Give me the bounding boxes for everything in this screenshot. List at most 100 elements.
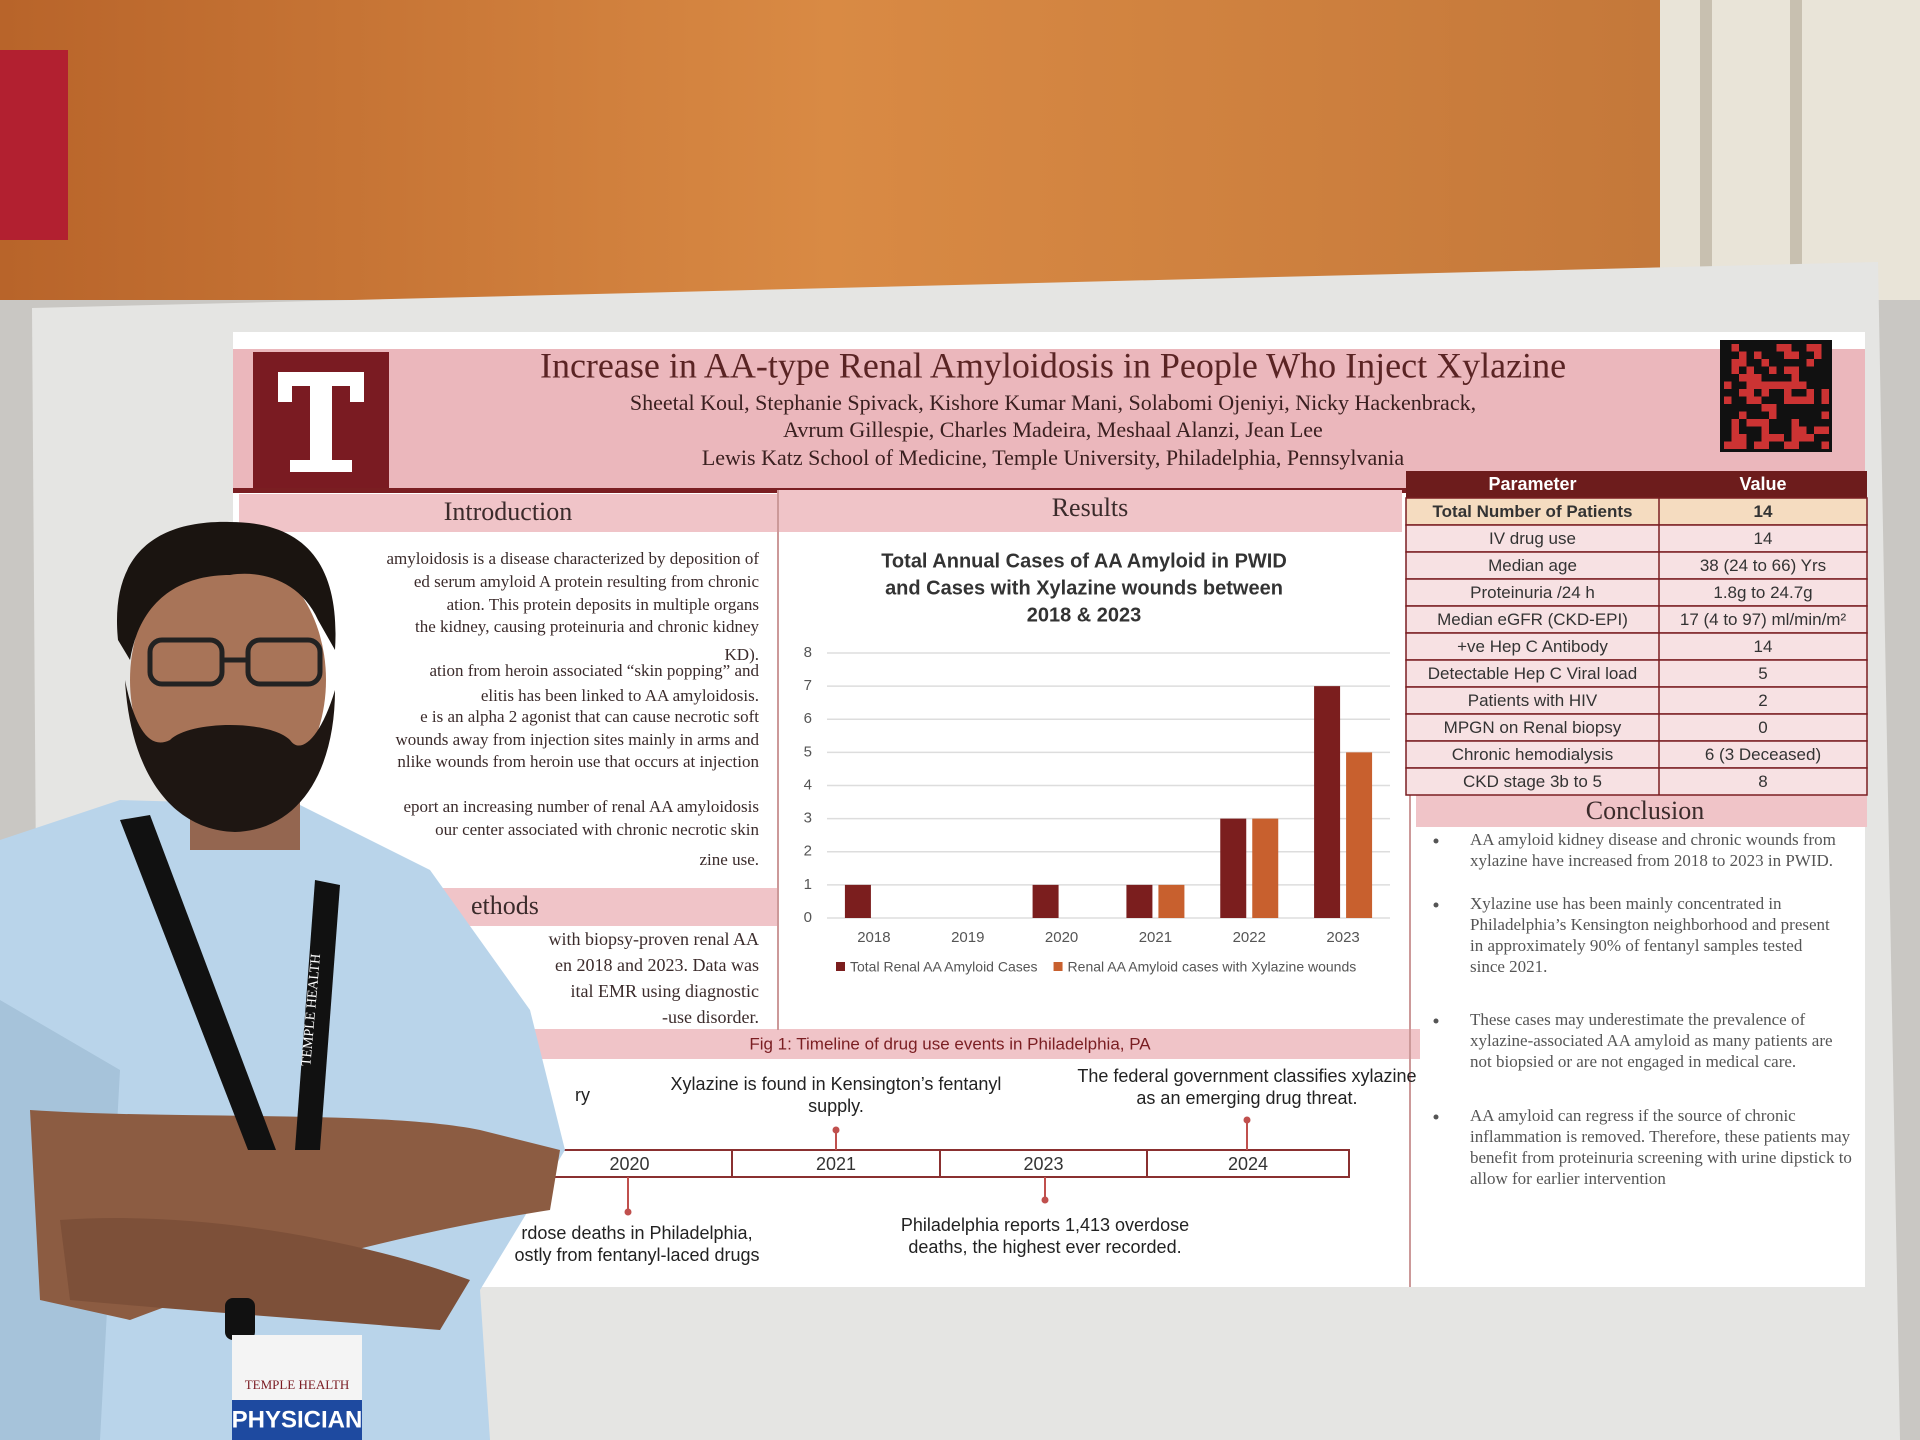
table-row-bg xyxy=(1405,578,1868,607)
timeline-text: The federal government classifies xylazi… xyxy=(1077,1066,1416,1086)
table-row-bg xyxy=(1405,497,1868,526)
qr-cell xyxy=(1731,359,1739,367)
qr-cell xyxy=(1776,381,1784,389)
qr-cell xyxy=(1761,441,1769,449)
window-frame xyxy=(1790,0,1802,280)
qr-cell xyxy=(1754,441,1762,449)
table-cell: 5 xyxy=(1758,664,1767,683)
table-cell: 38 (24 to 66) Yrs xyxy=(1700,556,1826,575)
body-text: ation. This protein deposits in multiple… xyxy=(447,595,759,614)
body-text: ation from heroin associated “skin poppi… xyxy=(429,661,759,680)
timeline-text: as an emerging drug threat. xyxy=(1136,1088,1357,1108)
table-cell: 6 (3 Deceased) xyxy=(1705,745,1821,764)
body-text: amyloidosis is a disease characterized b… xyxy=(387,549,760,568)
body-text: ed serum amyloid A protein resulting fro… xyxy=(414,572,760,591)
qr-cell xyxy=(1739,411,1747,419)
poster-content: Increase in AA-type Renal Amyloidosis in… xyxy=(387,345,1868,1265)
qr-cell xyxy=(1761,359,1769,367)
timeline-pin-head xyxy=(1041,1196,1049,1204)
qr-cell xyxy=(1784,381,1792,389)
bullet xyxy=(1433,1114,1439,1120)
section-heading: Introduction xyxy=(444,497,573,526)
legend-swatch xyxy=(1053,962,1063,971)
qr-cell xyxy=(1739,434,1747,442)
sign xyxy=(0,50,68,240)
x-tick-label: 2023 xyxy=(1326,929,1359,946)
table-row-bg xyxy=(1405,740,1868,769)
table-cell: 14 xyxy=(1754,529,1773,548)
qr-cell xyxy=(1761,404,1769,412)
body-text: AA amyloid can regress if the source of … xyxy=(1470,1106,1796,1125)
logo xyxy=(253,352,389,488)
qr-cell xyxy=(1791,366,1799,374)
timeline-text: Xylazine is found in Kensington’s fentan… xyxy=(671,1074,1002,1094)
timeline-text: rdose deaths in Philadelphia, xyxy=(521,1223,752,1243)
qr-cell xyxy=(1784,396,1792,404)
qr-cell xyxy=(1791,419,1799,427)
body-text: benefit from proteinuria screening with … xyxy=(1470,1148,1852,1167)
qr-cell xyxy=(1799,426,1807,434)
table-cell: Total Number of Patients xyxy=(1433,502,1633,521)
qr-cell xyxy=(1791,441,1799,449)
qr-cell xyxy=(1739,359,1747,367)
qr-cell xyxy=(1791,381,1799,389)
qr-cell xyxy=(1791,374,1799,382)
bar xyxy=(1158,884,1185,918)
timeline-text: supply. xyxy=(808,1096,864,1116)
qr-cell xyxy=(1746,366,1754,374)
qr-cell xyxy=(1724,381,1732,389)
qr-cell xyxy=(1746,381,1754,389)
qr-cell xyxy=(1784,344,1792,352)
qr-cell xyxy=(1769,404,1777,412)
table-cell: Median age xyxy=(1488,556,1577,575)
figure-caption: Fig 1: Timeline of drug use events in Ph… xyxy=(749,1034,1151,1053)
table-cell: Chronic hemodialysis xyxy=(1452,745,1614,764)
qr-cell xyxy=(1739,441,1747,449)
bar xyxy=(844,884,871,918)
y-tick-label: 7 xyxy=(804,677,812,694)
body-text: e is an alpha 2 agonist that can cause n… xyxy=(420,707,759,726)
qr-cell xyxy=(1791,396,1799,404)
bullet xyxy=(1433,838,1439,844)
timeline-box xyxy=(1146,1149,1350,1178)
badge-organization: TEMPLE HEALTH xyxy=(245,1377,350,1392)
y-tick-label: 6 xyxy=(804,710,812,727)
section-heading: Conclusion xyxy=(1586,796,1704,825)
x-tick-label: 2022 xyxy=(1233,929,1266,946)
qr-cell xyxy=(1761,381,1769,389)
qr-cell xyxy=(1731,366,1739,374)
body-text: our center associated with chronic necro… xyxy=(435,820,759,839)
timeline-box xyxy=(731,1149,941,1178)
qr-cell xyxy=(1739,389,1747,397)
qr-cell xyxy=(1769,434,1777,442)
table-cell: CKD stage 3b to 5 xyxy=(1463,772,1602,791)
section-heading: ethods xyxy=(471,891,539,920)
table-cell: 2 xyxy=(1758,691,1767,710)
timeline-text: ry xyxy=(575,1085,590,1105)
wall xyxy=(0,0,1660,300)
timeline-year: 2020 xyxy=(609,1154,649,1174)
qr-cell xyxy=(1791,434,1799,442)
body-text: AA amyloid kidney disease and chronic wo… xyxy=(1470,830,1836,849)
y-tick-label: 3 xyxy=(804,810,812,827)
qr-cell xyxy=(1746,396,1754,404)
qr-cell xyxy=(1776,344,1784,352)
qr-cell xyxy=(1799,434,1807,442)
timeline-year: 2023 xyxy=(1023,1154,1063,1174)
body-text: KD). xyxy=(725,645,759,664)
qr-cell xyxy=(1784,389,1792,397)
qr-cell xyxy=(1806,434,1814,442)
bar xyxy=(1346,752,1373,918)
table-header-bg xyxy=(1406,471,1867,498)
x-tick-label: 2021 xyxy=(1139,929,1172,946)
chart-title: 2018 & 2023 xyxy=(1027,604,1142,626)
y-tick-label: 8 xyxy=(804,644,812,661)
timeline-text: ostly from fentanyl-laced drugs xyxy=(514,1245,759,1265)
qr-code xyxy=(1720,340,1832,452)
qr-cell xyxy=(1784,366,1792,374)
qr-cell xyxy=(1754,351,1762,359)
qr-cell xyxy=(1746,419,1754,427)
qr-cell xyxy=(1754,396,1762,404)
qr-cell xyxy=(1761,389,1769,397)
